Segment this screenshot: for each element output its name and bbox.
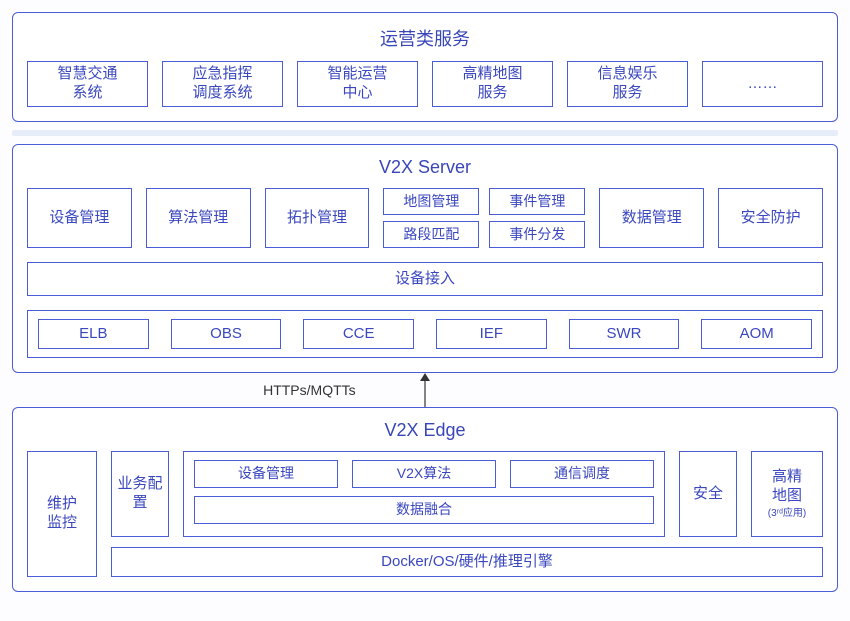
ops-item: …… <box>702 61 823 107</box>
edge-mid-item: 设备管理 <box>194 460 338 488</box>
server-infra: CCE <box>303 319 414 349</box>
ops-item: 智能运营中心 <box>297 61 418 107</box>
ops-item: 信息娱乐服务 <box>567 61 688 107</box>
server-row1: 设备管理算法管理拓扑管理地图管理事件管理路段匹配事件分发数据管理安全防护 <box>27 188 823 248</box>
edge-mid-item: V2X算法 <box>352 460 496 488</box>
server-title: V2X Server <box>27 157 823 178</box>
server-mod: 数据管理 <box>599 188 704 248</box>
edge-fuse: 数据融合 <box>194 496 654 524</box>
edge-title: V2X Edge <box>27 420 823 441</box>
ops-row: 智慧交通系统应急指挥调度系统智能运营中心高精地图服务信息娱乐服务 …… <box>27 61 823 107</box>
edge-mid-item: 通信调度 <box>510 460 654 488</box>
server-mod: 设备管理 <box>27 188 132 248</box>
server-mod: 地图管理 <box>383 188 479 215</box>
server-mod: 路段匹配 <box>383 221 479 248</box>
conn-label: HTTPs/MQTTs <box>263 382 356 398</box>
separator <box>12 130 838 136</box>
edge-mid-panel: 设备管理 V2X算法通信调度数据融合 <box>183 451 665 537</box>
edge-monitor: 维护监控 <box>27 451 97 577</box>
server-infra: AOM <box>701 319 812 349</box>
server-mid: 地图管理事件管理路段匹配事件分发 <box>383 188 585 248</box>
edge-base: Docker/OS/硬件/推理引擎 <box>111 547 823 577</box>
server-infra: IEF <box>436 319 547 349</box>
server-infra-wrap: ELB OBS CCE IEF SWR AOM <box>27 310 823 358</box>
arrow-icon <box>415 373 435 407</box>
ops-item: 智慧交通系统 <box>27 61 148 107</box>
server-infra: ELB <box>38 319 149 349</box>
ops-item: 高精地图服务 <box>432 61 553 107</box>
server-mod: 算法管理 <box>146 188 251 248</box>
server-infra: SWR <box>569 319 680 349</box>
server-mod: 事件分发 <box>489 221 585 248</box>
server-mod: 事件管理 <box>489 188 585 215</box>
server-panel: V2X Server 设备管理算法管理拓扑管理地图管理事件管理路段匹配事件分发数据… <box>12 144 838 373</box>
ops-panel: 运营类服务智慧交通系统应急指挥调度系统智能运营中心高精地图服务信息娱乐服务 …… <box>12 12 838 122</box>
server-access: 设备接入 <box>27 262 823 296</box>
conn-arrow-zone: HTTPs/MQTTs <box>12 373 838 407</box>
server-mod: 拓扑管理 <box>265 188 370 248</box>
edge-security: 安全 <box>679 451 737 537</box>
edge-row: 维护监控业务配置设备管理 V2X算法通信调度数据融合安全高精地图(3ʳᵈ应用) Do… <box>27 451 823 577</box>
ops-title: 运营类服务 <box>27 25 823 51</box>
server-infra: OBS <box>171 319 282 349</box>
server-mod: 安全防护 <box>718 188 823 248</box>
ops-item: 应急指挥调度系统 <box>162 61 283 107</box>
edge-panel: V2X Edge 维护监控业务配置设备管理 V2X算法通信调度数据融合安全高精地图(… <box>12 407 838 592</box>
edge-config: 业务配置 <box>111 451 169 537</box>
edge-map: 高精地图(3ʳᵈ应用) <box>751 451 823 537</box>
